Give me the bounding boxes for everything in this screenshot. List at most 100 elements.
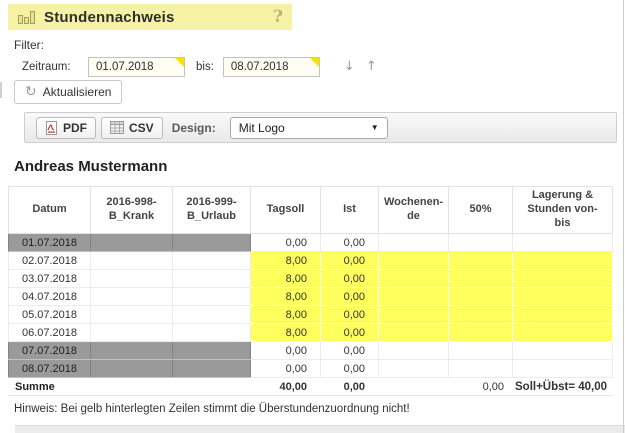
cell-tagsoll: 0,00 (250, 341, 321, 360)
col-header-ist: Ist (320, 186, 379, 234)
col-header-krank: 2016-998-B_Krank (90, 186, 173, 234)
bis-label: bis: (196, 60, 214, 73)
col-header-50pct: 50% (448, 186, 513, 234)
refresh-icon: ↻ (25, 84, 37, 100)
table-row: 06.07.2018 8,00 0,00 (8, 323, 613, 342)
field-marker-icon (309, 57, 319, 67)
cell-tagsoll: 8,00 (250, 323, 321, 342)
csv-button-label: CSV (129, 120, 154, 135)
page-title-bar: Stundennachweis ? (8, 4, 292, 30)
summary-label: Summe (8, 377, 91, 396)
csv-icon (110, 121, 124, 134)
cell-datum: 06.07.2018 (8, 323, 91, 342)
cell-wochenende (378, 341, 449, 360)
cell-urlaub (172, 341, 251, 360)
field-marker-icon (175, 57, 184, 67)
cell-50pct (448, 341, 513, 360)
design-select[interactable]: Mit Logo ▼ (229, 116, 388, 139)
table-row: 03.07.2018 8,00 0,00 (8, 269, 613, 288)
cell-lagerung (512, 251, 613, 270)
cell-ist: 0,00 (320, 341, 379, 360)
table-row: 08.07.2018 0,00 0,00 (8, 359, 613, 378)
cell-ist: 0,00 (320, 287, 379, 306)
hint-text: Hinweis: Bei gelb hinterlegten Zeilen st… (14, 403, 410, 415)
cell-urlaub (172, 233, 251, 252)
cell-krank (90, 233, 173, 252)
chevron-down-icon: ▼ (370, 123, 379, 132)
arrow-down-icon[interactable]: ↓ (343, 59, 355, 74)
help-icon[interactable]: ? (273, 6, 283, 27)
cell-50pct (448, 269, 513, 288)
date-to-input[interactable]: 08.07.2018 (222, 56, 320, 77)
cell-datum: 05.07.2018 (8, 305, 91, 324)
cell-50pct (448, 251, 513, 270)
employee-name: Andreas Mustermann (14, 158, 168, 175)
table-header: Datum 2016-998-B_Krank 2016-999-B_Urlaub… (8, 186, 613, 234)
refresh-row: ↻ Aktualisieren (14, 80, 123, 104)
cell-tagsoll: 0,00 (250, 233, 321, 252)
zeitraum-filter-row: Zeitraum: 01.07.2018 bis: 08.07.2018 ↓ ↑ (22, 56, 377, 77)
cell-wochenende (378, 233, 449, 252)
bottom-divider (15, 425, 625, 433)
cell-lagerung (512, 323, 613, 342)
cell-tagsoll: 8,00 (250, 305, 321, 324)
table-row: 02.07.2018 8,00 0,00 (8, 251, 613, 270)
design-select-value: Mit Logo (238, 120, 285, 135)
cell-ist: 0,00 (320, 251, 379, 270)
cell-tagsoll: 8,00 (250, 287, 321, 306)
cell-krank (90, 323, 173, 342)
cell-urlaub (172, 359, 251, 378)
date-from-input[interactable]: 01.07.2018 (88, 56, 185, 77)
cell-wochenende (378, 269, 449, 288)
col-header-urlaub: 2016-999-B_Urlaub (172, 186, 251, 234)
cell-50pct (448, 359, 513, 378)
page-right-border (623, 0, 624, 433)
zeitraum-label: Zeitraum: (22, 60, 71, 73)
pdf-button-label: PDF (63, 120, 87, 135)
cell-tagsoll: 0,00 (250, 359, 321, 378)
cell-wochenende (378, 323, 449, 342)
cell-krank (90, 251, 173, 270)
cell-datum: 01.07.2018 (8, 233, 91, 252)
summary-tagsoll: 40,00 (250, 377, 321, 396)
cell-krank (90, 377, 173, 396)
cell-tagsoll: 8,00 (250, 251, 321, 270)
cell-urlaub (172, 305, 251, 324)
cell-urlaub (172, 287, 251, 306)
cell-krank (90, 287, 173, 306)
date-from-value: 01.07.2018 (96, 60, 154, 73)
table-row: 01.07.2018 0,00 0,00 (8, 233, 613, 252)
cell-50pct (448, 287, 513, 306)
col-header-lagerung: Lagerung & Stunden von-bis (512, 186, 613, 234)
cell-wochenende (378, 287, 449, 306)
summary-row: Summe 40,00 0,00 0,00 Soll+Übst= 40,00 (8, 377, 613, 396)
cell-urlaub (172, 323, 251, 342)
summary-soll-uebst: Soll+Übst= 40,00 (512, 377, 613, 396)
cell-lagerung (512, 341, 613, 360)
left-edge-fragment (0, 82, 2, 98)
pdf-export-button[interactable]: PDF (36, 116, 96, 139)
cell-50pct (448, 305, 513, 324)
filter-section-label: Filter: (14, 38, 44, 52)
cell-ist: 0,00 (320, 323, 379, 342)
cell-urlaub (172, 377, 251, 396)
cell-wochenende (378, 359, 449, 378)
cell-datum: 07.07.2018 (8, 341, 91, 360)
cell-datum: 03.07.2018 (8, 269, 91, 288)
col-header-wochenende: Wochenen-de (378, 186, 449, 234)
cell-krank (90, 305, 173, 324)
arrow-up-icon[interactable]: ↑ (365, 59, 377, 74)
table-row: 07.07.2018 0,00 0,00 (8, 341, 613, 360)
cell-ist: 0,00 (320, 305, 379, 324)
cell-urlaub (172, 269, 251, 288)
col-header-tagsoll: Tagsoll (250, 186, 321, 234)
table-row: 04.07.2018 8,00 0,00 (8, 287, 613, 306)
cell-lagerung (512, 233, 613, 252)
date-to-value: 08.07.2018 (230, 60, 289, 73)
refresh-button[interactable]: ↻ Aktualisieren (14, 80, 123, 104)
export-toolbar: PDF CSV Design: Mit Logo ▼ (24, 112, 617, 143)
csv-export-button[interactable]: CSV (101, 116, 163, 139)
pdf-icon (46, 120, 57, 135)
bar-chart-icon (18, 11, 35, 24)
